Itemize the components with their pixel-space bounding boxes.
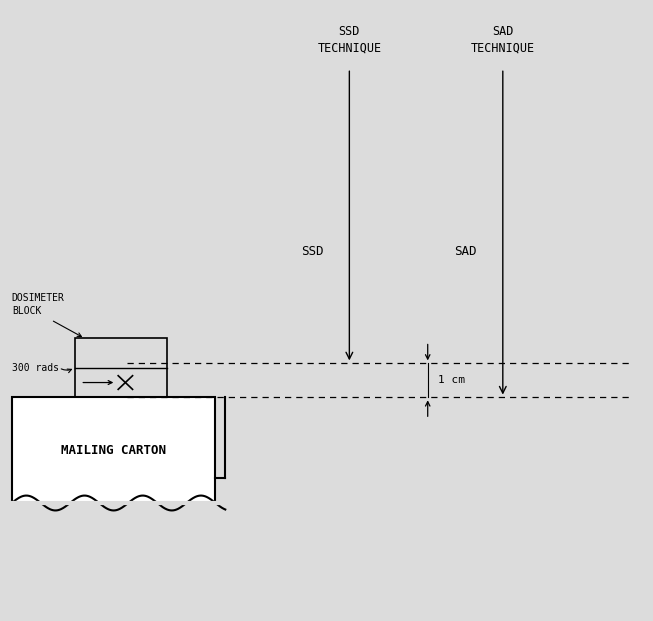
- Text: SSD
TECHNIQUE: SSD TECHNIQUE: [317, 25, 381, 55]
- Text: SAD: SAD: [454, 245, 477, 258]
- Text: 1 cm: 1 cm: [438, 375, 464, 386]
- Text: SSD: SSD: [301, 245, 323, 258]
- Text: MAILING CARTON: MAILING CARTON: [61, 444, 166, 456]
- Text: SAD
TECHNIQUE: SAD TECHNIQUE: [471, 25, 535, 55]
- Polygon shape: [12, 397, 215, 503]
- Text: 300 rads: 300 rads: [12, 363, 59, 373]
- Text: DOSIMETER
BLOCK: DOSIMETER BLOCK: [12, 292, 65, 316]
